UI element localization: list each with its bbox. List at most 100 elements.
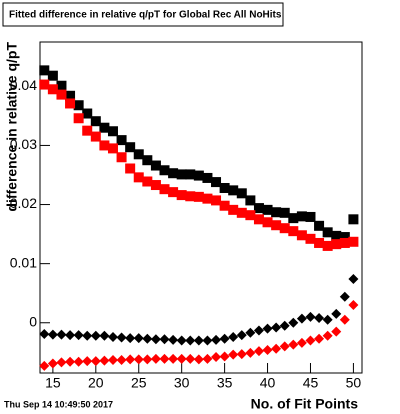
square-marker [348,236,359,247]
square-marker [185,169,196,180]
square-marker [339,232,350,243]
square-marker [150,180,161,191]
diamond-marker [193,354,204,365]
x-tick-label: 15 [45,375,61,391]
diamond-marker [314,333,325,344]
square-marker [253,203,264,214]
square-marker [39,65,50,76]
diamond-marker [99,355,110,366]
square-marker [176,190,187,201]
diamond-marker [142,354,153,365]
diamond-marker [305,311,316,322]
square-marker [125,142,136,153]
diamond-marker [331,308,342,319]
square-marker [228,185,239,196]
square-marker [288,213,299,224]
square-marker [116,135,127,146]
square-marker [82,108,93,119]
diamond-marker [39,328,50,339]
square-marker [305,211,316,222]
square-marker [133,172,144,183]
square-marker [193,170,204,181]
square-marker [176,169,187,180]
square-marker [219,182,230,193]
diamond-marker [99,330,110,341]
square-marker [236,188,247,199]
square-marker [236,207,247,218]
square-marker [348,214,359,225]
diamond-marker [314,313,325,324]
diamond-marker [322,330,333,341]
diamond-marker [296,313,307,324]
diamond-marker [202,335,213,346]
diamond-marker [339,314,350,325]
x-axis-label: No. of Fit Points [251,396,359,412]
square-marker [262,217,273,228]
y-axis-label: difference in relative q/pT [4,42,20,212]
square-marker [322,227,333,238]
square-marker [159,184,170,195]
diamond-marker [65,330,76,341]
diamond-marker [288,339,299,350]
square-marker [159,165,170,176]
x-tick-label: 20 [88,375,104,391]
diamond-marker [107,331,118,342]
square-marker [219,200,230,211]
x-tick-label: 40 [260,375,276,391]
diamond-marker [305,335,316,346]
square-marker [296,211,307,222]
square-marker [133,149,144,160]
square-marker [271,207,282,218]
y-tick-label: 0.01 [10,254,37,270]
square-marker [125,163,136,174]
square-marker [107,143,118,154]
square-marker [116,152,127,163]
diamond-marker [125,354,136,365]
diamond-marker [116,354,127,365]
square-marker [211,177,222,188]
square-marker [305,233,316,244]
diamond-marker [271,343,282,354]
diamond-marker [348,274,359,285]
square-marker [150,160,161,171]
diamond-marker [82,330,93,341]
diamond-marker [159,334,170,345]
square-marker [202,172,213,183]
square-marker [73,113,84,124]
square-marker [331,230,342,241]
square-marker [56,80,67,91]
y-tick-label: 0.02 [10,195,37,211]
diamond-marker [339,291,350,302]
diamond-marker [348,300,359,311]
square-marker [279,223,290,234]
diamond-marker [228,331,239,342]
diamond-marker [142,333,153,344]
title-box [2,2,284,27]
diamond-marker [168,334,179,345]
square-marker [211,195,222,206]
square-marker [56,89,67,100]
diamond-marker [219,333,230,344]
diamond-marker [56,329,67,340]
square-marker [82,125,93,136]
x-tick-label: 25 [131,375,147,391]
diamond-marker [279,320,290,331]
square-marker [73,100,84,111]
diamond-marker [73,330,84,341]
square-marker [99,140,110,151]
diamond-marker [65,356,76,367]
square-marker [65,90,76,101]
diamond-marker [47,358,58,369]
x-tick-label: 50 [346,375,362,391]
diamond-marker [176,335,187,346]
square-marker [322,240,333,251]
diamond-marker [322,314,333,325]
diamond-marker [82,356,93,367]
diamond-marker [150,334,161,345]
square-marker [47,70,58,81]
square-marker [314,237,325,248]
x-tick-label: 45 [303,375,319,391]
square-marker [228,204,239,215]
x-tick-label: 30 [174,375,190,391]
diamond-marker [236,349,247,360]
